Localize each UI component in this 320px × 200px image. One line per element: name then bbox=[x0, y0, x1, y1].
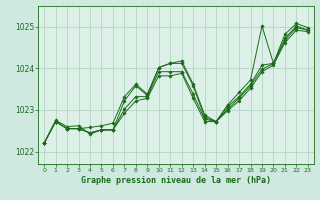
X-axis label: Graphe pression niveau de la mer (hPa): Graphe pression niveau de la mer (hPa) bbox=[81, 176, 271, 185]
